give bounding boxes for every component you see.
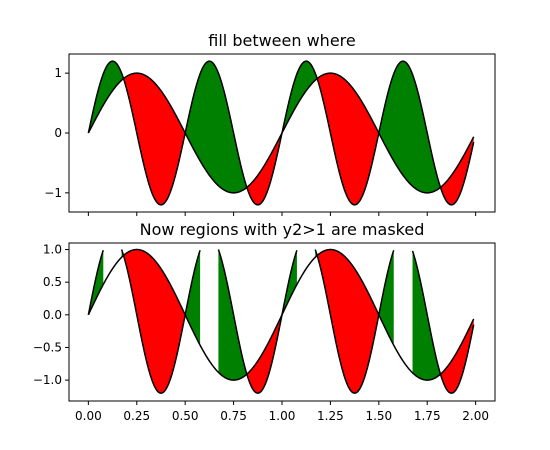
y-tick-label: −1 xyxy=(44,186,62,200)
fill-region-red xyxy=(124,73,186,205)
fill-region-green xyxy=(379,61,441,193)
series-line-y2 xyxy=(87,249,475,394)
y-tick-label: −1.0 xyxy=(33,373,62,387)
y-tick-label: 1.0 xyxy=(43,243,62,257)
y-tick-label: 1 xyxy=(54,66,62,80)
x-tick-label: 1.25 xyxy=(317,409,344,423)
y-tick-label: −0.5 xyxy=(33,340,62,354)
x-tick-label: 0.50 xyxy=(172,409,199,423)
x-tick-label: 1.50 xyxy=(365,409,392,423)
x-tick-label: 0.75 xyxy=(220,409,247,423)
series-line-y2 xyxy=(87,60,475,206)
fill-region-green xyxy=(185,250,201,346)
plot-area xyxy=(87,248,475,394)
x-tick-label: 1.75 xyxy=(414,409,441,423)
fill-region-red xyxy=(317,73,379,205)
x-tick-label: 0.25 xyxy=(123,409,150,423)
plot-area xyxy=(87,60,475,206)
subplot-title: Now regions with y2>1 are masked xyxy=(140,220,425,239)
y-tick-label: 0 xyxy=(54,126,62,140)
y-tick-label: 0.0 xyxy=(43,308,62,322)
fill-region-red xyxy=(317,249,379,394)
fill-region-green xyxy=(379,250,394,346)
bottom-subplot: 0.00 0.25 0.50 0.75 1.00 1.25 1.50 1.75 2.00 −1.0… xyxy=(33,220,496,423)
fill-region-green xyxy=(185,61,247,193)
x-tick-label: 0.00 xyxy=(75,409,102,423)
top-subplot: −1 0 1 fill between where xyxy=(44,31,496,216)
subplot-title: fill between where xyxy=(208,31,355,50)
fill-region-red xyxy=(124,249,186,394)
y-tick-label: 0.5 xyxy=(43,275,62,289)
x-tick-label: 1.00 xyxy=(269,409,296,423)
x-tick-label: 2.00 xyxy=(462,409,489,423)
